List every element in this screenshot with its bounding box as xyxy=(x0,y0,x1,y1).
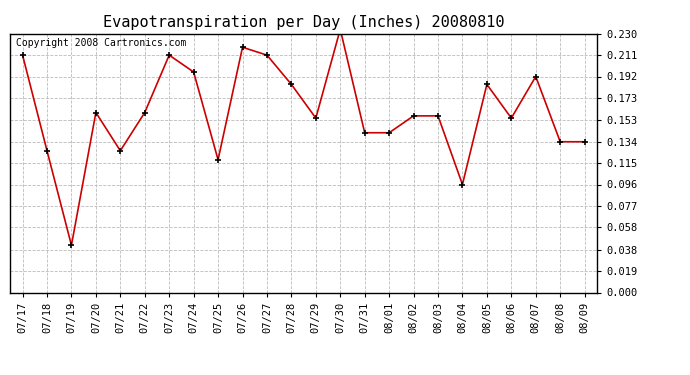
Text: Evapotranspiration per Day (Inches) 20080810: Evapotranspiration per Day (Inches) 2008… xyxy=(103,15,504,30)
Text: Copyright 2008 Cartronics.com: Copyright 2008 Cartronics.com xyxy=(17,38,186,48)
